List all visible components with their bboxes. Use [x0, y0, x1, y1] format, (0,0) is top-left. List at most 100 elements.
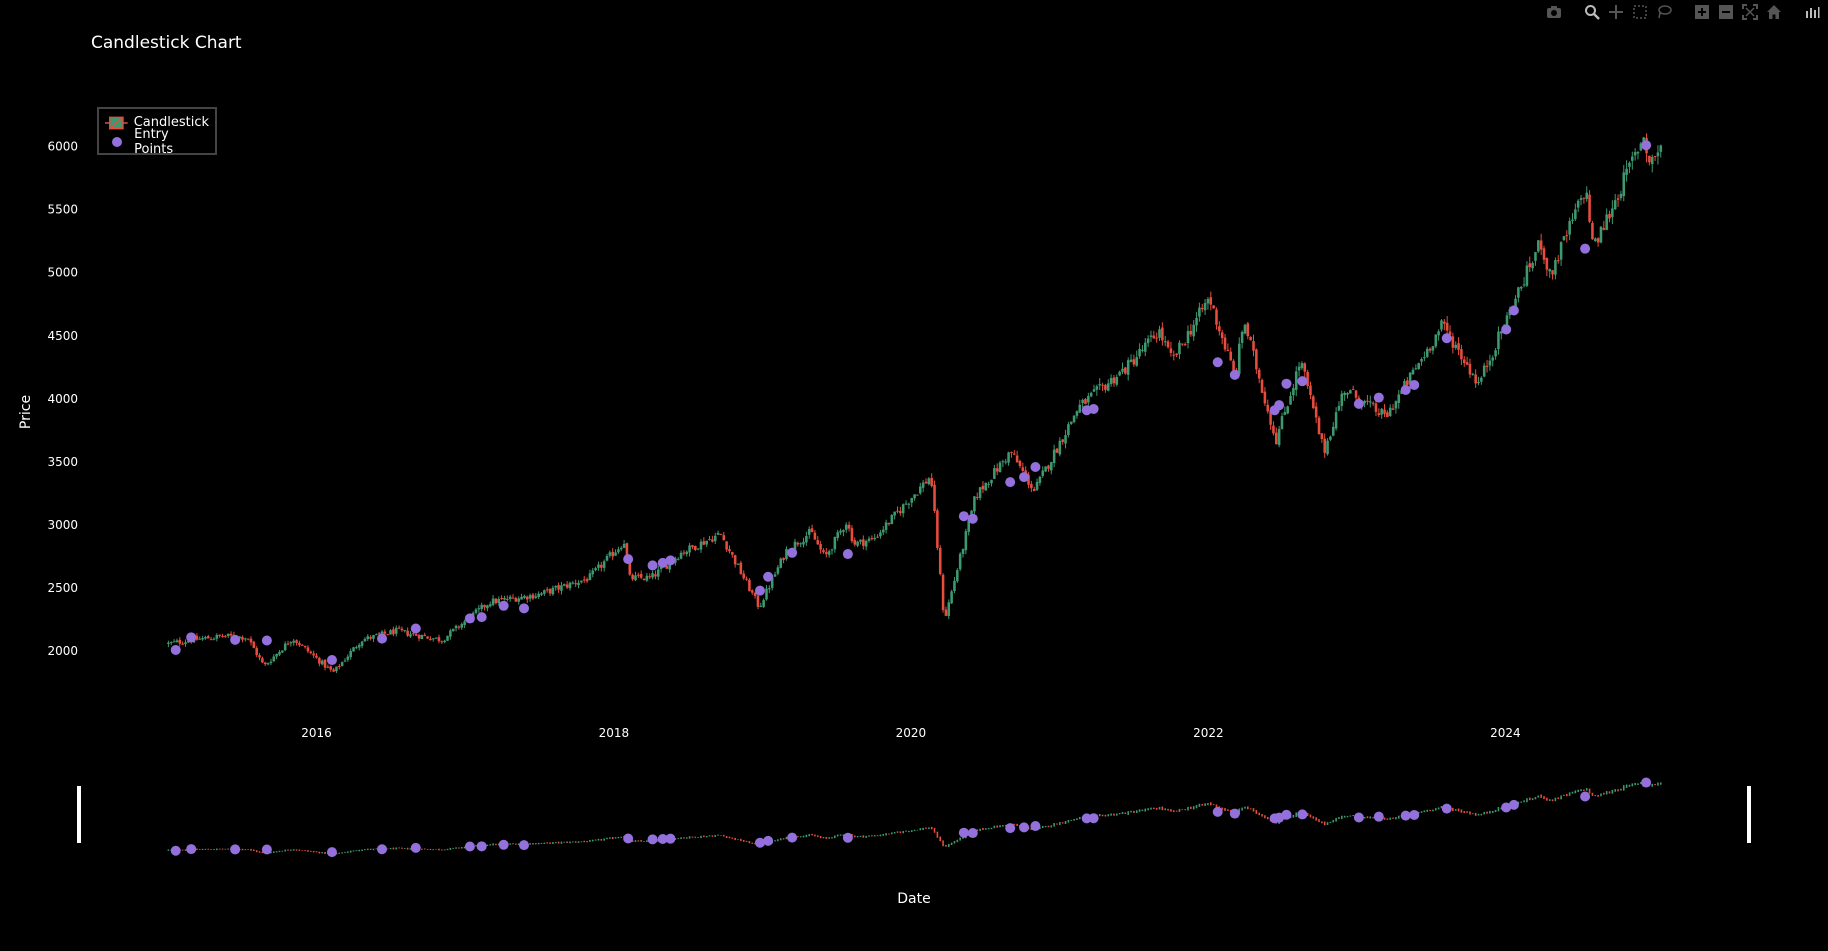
entry-point[interactable] — [1274, 400, 1285, 411]
entry-point[interactable] — [1353, 398, 1364, 409]
candle-body — [1565, 235, 1569, 237]
legend-item-candlestick[interactable]: Candlestick — [105, 113, 209, 132]
slider-entry-point — [230, 844, 241, 855]
candle-body — [856, 541, 859, 546]
candle-body — [773, 574, 777, 577]
candle-body — [1115, 377, 1119, 385]
range-slider-candles — [167, 780, 1662, 855]
x-axis-label: Date — [897, 891, 930, 907]
candle-body — [770, 577, 774, 588]
entry-point[interactable] — [1580, 243, 1591, 254]
main-plot-candles[interactable] — [167, 133, 1663, 674]
entry-point[interactable] — [1212, 357, 1223, 368]
zoom-out-icon[interactable] — [1716, 2, 1736, 22]
modebar — [1544, 2, 1822, 22]
candle-body — [1482, 365, 1486, 377]
slider-entry-point — [476, 841, 487, 852]
candle-body — [1576, 200, 1580, 208]
candle-body — [631, 574, 634, 580]
candle-body — [916, 494, 919, 496]
reset-axes-icon[interactable] — [1764, 2, 1784, 22]
entry-point[interactable] — [1409, 379, 1420, 390]
entry-point[interactable] — [377, 633, 388, 644]
entry-point[interactable] — [1005, 477, 1016, 488]
entry-point[interactable] — [1373, 392, 1384, 403]
candle-body — [668, 561, 671, 570]
entry-point[interactable] — [1030, 461, 1041, 472]
candle-body — [500, 598, 503, 600]
entry-point[interactable] — [623, 554, 634, 565]
entry-point[interactable] — [498, 600, 509, 611]
entry-point[interactable] — [1019, 472, 1030, 483]
entry-point[interactable] — [1441, 333, 1452, 344]
candle-body — [1331, 426, 1335, 436]
entry-point[interactable] — [665, 555, 676, 566]
entry-point[interactable] — [1229, 369, 1240, 380]
entry-point[interactable] — [464, 613, 475, 624]
candle-body — [175, 640, 179, 643]
zoom-icon[interactable] — [1582, 2, 1602, 22]
entry-point[interactable] — [519, 603, 530, 614]
candle-body — [625, 543, 629, 560]
slider-entry-point — [410, 842, 421, 853]
x-tick-label: 2016 — [301, 726, 332, 740]
entry-point[interactable] — [1641, 140, 1652, 151]
entry-point[interactable] — [647, 560, 658, 571]
candle-body — [1124, 367, 1127, 374]
pan-icon[interactable] — [1606, 2, 1626, 22]
entry-point[interactable] — [410, 623, 421, 634]
entry-point[interactable] — [958, 511, 969, 522]
entry-point[interactable] — [754, 585, 765, 596]
candle-body — [545, 589, 549, 591]
entry-point[interactable] — [787, 547, 798, 558]
lasso-icon[interactable] — [1654, 2, 1674, 22]
candle-body — [497, 598, 501, 604]
entry-point[interactable] — [1400, 385, 1411, 396]
range-slider-right-handle[interactable] — [1747, 786, 1751, 843]
candle-body — [298, 642, 301, 646]
legend-item-entry-points[interactable]: Entry Points — [105, 127, 209, 157]
entry-point[interactable] — [1508, 305, 1519, 316]
range-slider-left-handle[interactable] — [77, 786, 81, 843]
entry-point[interactable] — [261, 635, 272, 646]
entry-point[interactable] — [1297, 376, 1308, 387]
slider-entry-point — [1409, 809, 1420, 820]
entry-point[interactable] — [476, 612, 487, 623]
entry-point[interactable] — [1501, 324, 1512, 335]
candle-body — [816, 540, 820, 545]
entry-point[interactable] — [170, 644, 181, 655]
box-select-icon[interactable] — [1630, 2, 1650, 22]
candle-body — [1312, 396, 1315, 409]
entry-point[interactable] — [326, 655, 337, 666]
entry-point[interactable] — [763, 571, 774, 582]
entry-point[interactable] — [967, 513, 978, 524]
candle-body — [958, 553, 962, 570]
main-plot-entry-points[interactable] — [170, 140, 1652, 666]
candle-body — [525, 596, 529, 600]
entry-point[interactable] — [186, 632, 197, 643]
entry-point[interactable] — [230, 634, 241, 645]
entry-point[interactable] — [1088, 403, 1099, 414]
slider-entry-point — [754, 837, 765, 848]
autoscale-icon[interactable] — [1740, 2, 1760, 22]
candle-body — [261, 658, 264, 663]
zoom-in-icon[interactable] — [1692, 2, 1712, 22]
candle-body — [1010, 451, 1013, 453]
candle-body — [503, 597, 506, 600]
candle-body — [927, 478, 931, 485]
entry-point[interactable] — [1281, 378, 1292, 389]
slider-entry-point — [1501, 802, 1512, 813]
candle-body — [517, 598, 520, 602]
candle-body — [272, 656, 276, 662]
camera-icon[interactable] — [1544, 2, 1564, 22]
candle-body — [269, 661, 273, 664]
entry-point[interactable] — [842, 549, 853, 560]
plotly-logo-icon[interactable] — [1802, 2, 1822, 22]
entry-point[interactable] — [657, 557, 668, 568]
candle-body — [964, 531, 968, 551]
candle-body — [1636, 152, 1640, 154]
candle-body — [437, 637, 441, 642]
range-slider[interactable] — [77, 777, 1751, 858]
slider-entry-point — [1019, 822, 1030, 833]
